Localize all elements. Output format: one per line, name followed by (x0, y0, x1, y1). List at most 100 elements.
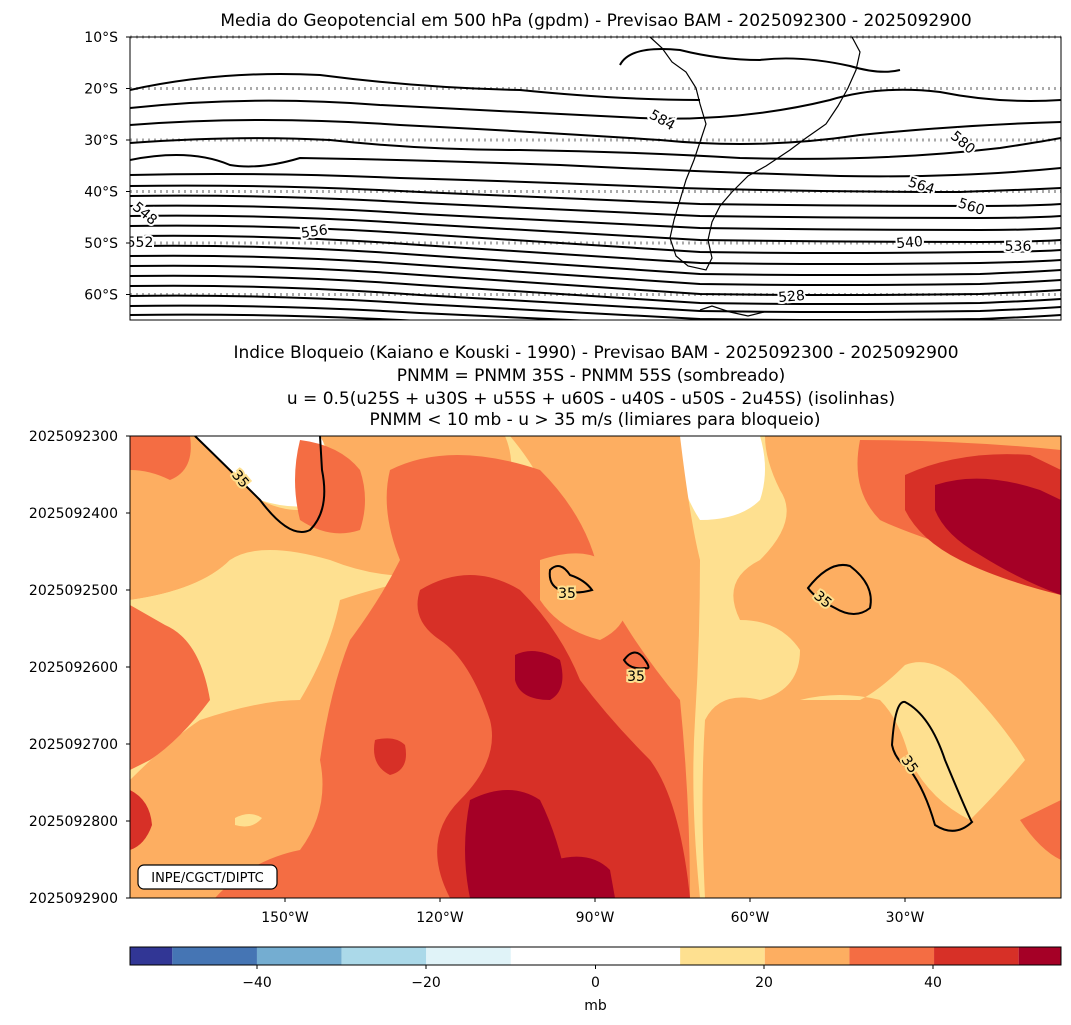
shade-50-plus (935, 478, 1061, 595)
shade-white (195, 436, 326, 507)
colorbar-tick-label: 40 (924, 975, 942, 991)
shade-50-plus (465, 790, 570, 898)
colorbar-tick-label: −40 (242, 975, 272, 991)
bottom-y-axis: 2025092300 2025092400 2025092500 2025092… (29, 429, 130, 907)
x-tick-label: 60°W (731, 910, 770, 926)
shade-50-plus (515, 651, 563, 700)
colorbar-tick-label: 20 (755, 975, 773, 991)
colorbar: −40 −20 0 20 40 mb (129, 946, 1062, 1014)
isoline-35 (194, 436, 326, 533)
isoline-35 (622, 651, 650, 670)
x-tick-label: 90°W (576, 910, 615, 926)
geopotential-contours (130, 48, 1061, 320)
contour-line (130, 274, 1061, 305)
contour-line (130, 313, 421, 320)
y-tick-label: 2025092600 (29, 660, 118, 676)
colorbar-segment (426, 947, 511, 965)
colorbar-segment (680, 947, 765, 965)
colorbar-segment (510, 947, 681, 965)
contour-line (130, 184, 1061, 208)
contour-line (130, 119, 1061, 145)
x-tick-label: 30°W (886, 910, 925, 926)
colorbar-label: mb (584, 998, 607, 1014)
contour-line (130, 154, 1061, 178)
isoline-label: 35 (558, 586, 576, 602)
contour-line (130, 204, 1061, 232)
shade-20-30 (540, 553, 627, 640)
contour-line (130, 73, 701, 101)
y-tick-label: 2025092400 (29, 506, 118, 522)
colorbar-segment (172, 947, 257, 965)
bottom-title-line: PNMM = PNMM 35S - PNMM 55S (sombreado) (397, 366, 786, 386)
top-map-background (130, 37, 1061, 320)
bottom-x-axis: 150°W 120°W 90°W 60°W 30°W (261, 898, 924, 926)
x-tick-label: 150°W (261, 910, 309, 926)
contour-line (130, 244, 1061, 276)
colorbar-segment (341, 947, 427, 965)
y-tick-label: 2025092500 (29, 583, 118, 599)
top-chart-title: Media do Geopotencial em 500 hPa (gpdm) … (220, 11, 971, 31)
isoline-35 (806, 564, 872, 615)
contour-line (619, 48, 901, 73)
y-tick-label: 2025092300 (29, 429, 118, 445)
contour-label: 552 (127, 235, 154, 251)
shade-10-20 (130, 552, 300, 700)
contour-label: 536 (1005, 239, 1032, 255)
colorbar-segment (934, 947, 1019, 965)
contour-label: 540 (896, 234, 924, 252)
shade-white (670, 436, 765, 520)
shade-30-40 (130, 436, 191, 480)
colorbar-axis: −40 −20 0 20 40 mb (242, 965, 942, 1014)
contour-line (130, 214, 1061, 244)
south-america-coastline (649, 37, 861, 271)
top-map-panel: 584 580 564 560 556 548 540 536 528 552 … (84, 30, 1062, 321)
shade-40-50 (130, 790, 152, 850)
contour-line (130, 264, 1061, 296)
shade-30-40 (1020, 800, 1061, 860)
shade-10-20 (235, 814, 262, 827)
contour-line (130, 304, 588, 320)
pnmm-shading: 35 35 35 35 35 (130, 436, 1061, 898)
colorbar-segments (130, 947, 1061, 965)
isoline-35 (548, 565, 594, 594)
colorbar-segment (764, 947, 850, 965)
shade-40-50 (374, 738, 406, 775)
shade-10-20 (730, 620, 784, 690)
colorbar-tick-label: −20 (411, 975, 441, 991)
credit-box-frame (137, 864, 278, 890)
x-tick-label: 120°W (416, 910, 464, 926)
isoline-label: 35 (627, 669, 645, 685)
top-map-frame (129, 36, 1062, 321)
contour-line (130, 137, 1061, 160)
bottom-title-line: u = 0.5(u25S + u30S + u55S + u60S - u40S… (287, 389, 895, 409)
contour-label: 528 (778, 288, 806, 306)
contour-line (130, 254, 1061, 286)
contour-line (130, 194, 1061, 220)
credit-box: INPE/CGCT/DIPTC (137, 864, 278, 890)
y-tick-label: 30°S (84, 133, 118, 149)
bottom-title-line: PNMM < 10 mb - u > 35 m/s (limiares para… (370, 410, 821, 430)
u35-isolines (194, 436, 974, 832)
y-tick-label: 2025092900 (29, 891, 118, 907)
contour-line (130, 224, 1061, 254)
shade-50-plus (555, 856, 615, 898)
y-tick-label: 2025092800 (29, 814, 118, 830)
y-tick-label: 60°S (84, 288, 118, 304)
y-tick-label: 50°S (84, 236, 118, 252)
colorbar-segment (849, 947, 935, 965)
contour-line (130, 284, 1061, 313)
colorbar-segment (130, 947, 173, 965)
contour-line (130, 294, 1061, 320)
colorbar-segment (1018, 947, 1061, 965)
credit-text: INPE/CGCT/DIPTC (151, 871, 263, 886)
contour-line (130, 173, 1061, 194)
contour-label: 556 (300, 222, 329, 242)
bottom-title-line: Indice Bloqueio (Kaiano e Kouski - 1990)… (233, 343, 958, 363)
hovmoller-panel: 35 35 35 35 35 INPE/CGCT/DIPTC 202509230… (29, 429, 1062, 926)
y-tick-label: 2025092700 (29, 737, 118, 753)
y-tick-label: 40°S (84, 185, 118, 201)
isoline-35 (890, 701, 974, 832)
colorbar-tick-label: 0 (591, 975, 600, 991)
y-tick-label: 20°S (84, 82, 118, 98)
